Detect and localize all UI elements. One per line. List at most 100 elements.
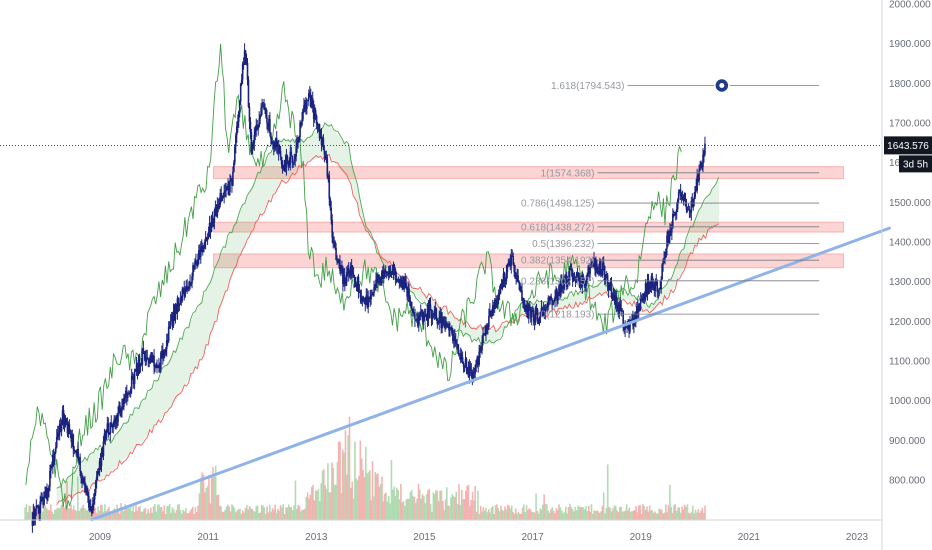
volume-bar — [493, 513, 495, 520]
candle-body — [458, 353, 461, 355]
candle-body — [449, 329, 451, 331]
candle-body — [580, 279, 583, 287]
candle-body — [495, 302, 498, 308]
volume-bar — [528, 508, 531, 520]
candle-body — [516, 275, 518, 277]
trendline-layer[interactable] — [90, 226, 891, 522]
volume-bar — [67, 508, 70, 520]
candle-body — [631, 318, 633, 321]
candle-body — [31, 519, 34, 526]
volume-bar — [85, 509, 87, 520]
candle-body — [695, 186, 697, 191]
candle-body — [70, 434, 73, 443]
candle-body — [703, 154, 705, 156]
volume-bar — [177, 504, 179, 520]
volume-bar — [193, 513, 195, 520]
candle-body — [107, 423, 110, 434]
candle-body — [374, 286, 376, 288]
volume-bar — [350, 488, 352, 520]
candle-body — [599, 261, 601, 271]
candle-body — [639, 298, 642, 304]
candle-body — [368, 297, 370, 299]
visibility-eye-icon[interactable] — [714, 77, 730, 94]
volume-bar — [605, 507, 608, 520]
candle-body — [563, 280, 566, 284]
volume-bar — [45, 508, 48, 520]
candle-body — [545, 307, 548, 309]
candle-body — [672, 214, 674, 229]
candle-body — [230, 180, 232, 182]
y-tick-label: 2000.000 — [889, 0, 931, 11]
volume-bar — [383, 493, 386, 520]
volume-bar — [77, 476, 79, 520]
candle-body — [450, 327, 452, 330]
candle-body — [673, 214, 675, 216]
volume-bar — [412, 496, 414, 520]
candle-body — [53, 452, 56, 462]
candle-body — [154, 366, 156, 368]
candle-body — [514, 272, 516, 279]
candle-body — [442, 316, 444, 321]
candle-body — [81, 477, 83, 483]
volume-bar — [127, 506, 129, 520]
candle-body — [649, 287, 652, 289]
candle-body — [205, 237, 208, 241]
candle-body — [335, 248, 337, 261]
volume-bar — [479, 505, 482, 520]
support-trendline[interactable] — [90, 226, 891, 522]
candle-body — [341, 265, 343, 270]
volume-bar — [152, 506, 155, 520]
candle-body — [504, 280, 507, 282]
volume-bar — [282, 504, 285, 520]
candle-body — [659, 288, 661, 290]
candle-body — [391, 271, 394, 275]
volume-bar — [394, 496, 397, 520]
candle-body — [151, 352, 153, 363]
volume-bar — [650, 510, 652, 520]
candle-body — [190, 283, 192, 285]
candle-body — [166, 340, 169, 342]
candle-body — [613, 294, 616, 302]
candle-body — [414, 314, 416, 320]
candle-body — [686, 209, 689, 211]
volume-bar — [627, 510, 629, 520]
volume-bar — [118, 513, 121, 520]
candle-body — [200, 246, 203, 248]
volume-bar — [665, 504, 667, 520]
volume-bar — [258, 512, 260, 520]
candle-body — [643, 293, 646, 300]
volume-bar — [252, 510, 255, 520]
candle-body — [650, 276, 653, 288]
volume-bar — [458, 484, 460, 520]
candle-body — [111, 424, 114, 428]
volume-bar — [235, 512, 237, 520]
volume-bar — [504, 506, 506, 520]
volume-bar — [187, 513, 190, 520]
candle-body — [62, 409, 65, 425]
volume-bar — [251, 509, 253, 520]
volume-bar — [245, 505, 248, 520]
candle-body — [670, 230, 672, 233]
candle-body — [175, 310, 178, 313]
volume-bar — [658, 508, 660, 520]
volume-bar — [164, 513, 167, 520]
volume-bar — [674, 504, 677, 520]
volume-bar — [224, 510, 226, 520]
candle-body — [596, 263, 598, 271]
volume-bar — [163, 505, 166, 520]
volume-bar — [273, 509, 275, 520]
candle-body — [656, 281, 659, 293]
volume-bar — [317, 489, 320, 520]
fib-retracement[interactable]: 1.618(1794.543) 1(1574.368) 0.786(1498.125… — [521, 77, 820, 321]
candle-body — [421, 310, 424, 322]
candle-body — [645, 283, 648, 294]
candle-body — [663, 257, 665, 260]
candle-body — [520, 290, 522, 292]
volume-bar — [185, 508, 187, 520]
volume-bar — [268, 505, 271, 520]
volume-bar — [570, 507, 573, 520]
candle-body — [546, 306, 549, 308]
volume-bar — [516, 513, 518, 520]
